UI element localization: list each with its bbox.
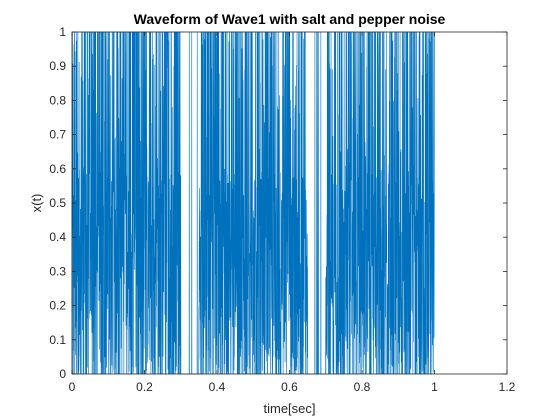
x-axis-label: time[sec] (263, 401, 315, 416)
x-tick-label: 1.2 (499, 380, 516, 394)
chart-title: Waveform of Wave1 with salt and pepper n… (134, 11, 446, 27)
y-tick-label: 0.6 (49, 162, 66, 176)
y-tick-label: 1 (59, 25, 66, 39)
waveform-series (71, 31, 435, 375)
y-tick-label: 0.3 (49, 264, 66, 278)
y-tick-label: 0.9 (49, 59, 66, 73)
x-tick-label: 0 (69, 380, 76, 394)
x-tick-label: 0.2 (136, 380, 153, 394)
waveform-line (71, 31, 435, 375)
x-tick-label: 0.6 (281, 380, 298, 394)
y-tick-label: 0.8 (49, 93, 66, 107)
y-axis-ticks: 0 0.1 0.2 0.3 0.4 0.5 0.6 0.7 0.8 0.9 1 (49, 25, 507, 381)
y-tick-label: 0.2 (49, 299, 66, 313)
y-tick-label: 0.7 (49, 128, 66, 142)
y-tick-label: 0.1 (49, 333, 66, 347)
x-tick-label: 0.4 (209, 380, 226, 394)
x-tick-label: 0.8 (354, 380, 371, 394)
x-tick-label: 1 (431, 380, 438, 394)
y-axis-label: x(t) (29, 194, 44, 213)
y-tick-label: 0 (59, 367, 66, 381)
y-tick-label: 0.5 (49, 196, 66, 210)
y-tick-label: 0.4 (49, 230, 66, 244)
x-axis-ticks: 0 0.2 0.4 0.6 0.8 1 1.2 (69, 32, 516, 394)
